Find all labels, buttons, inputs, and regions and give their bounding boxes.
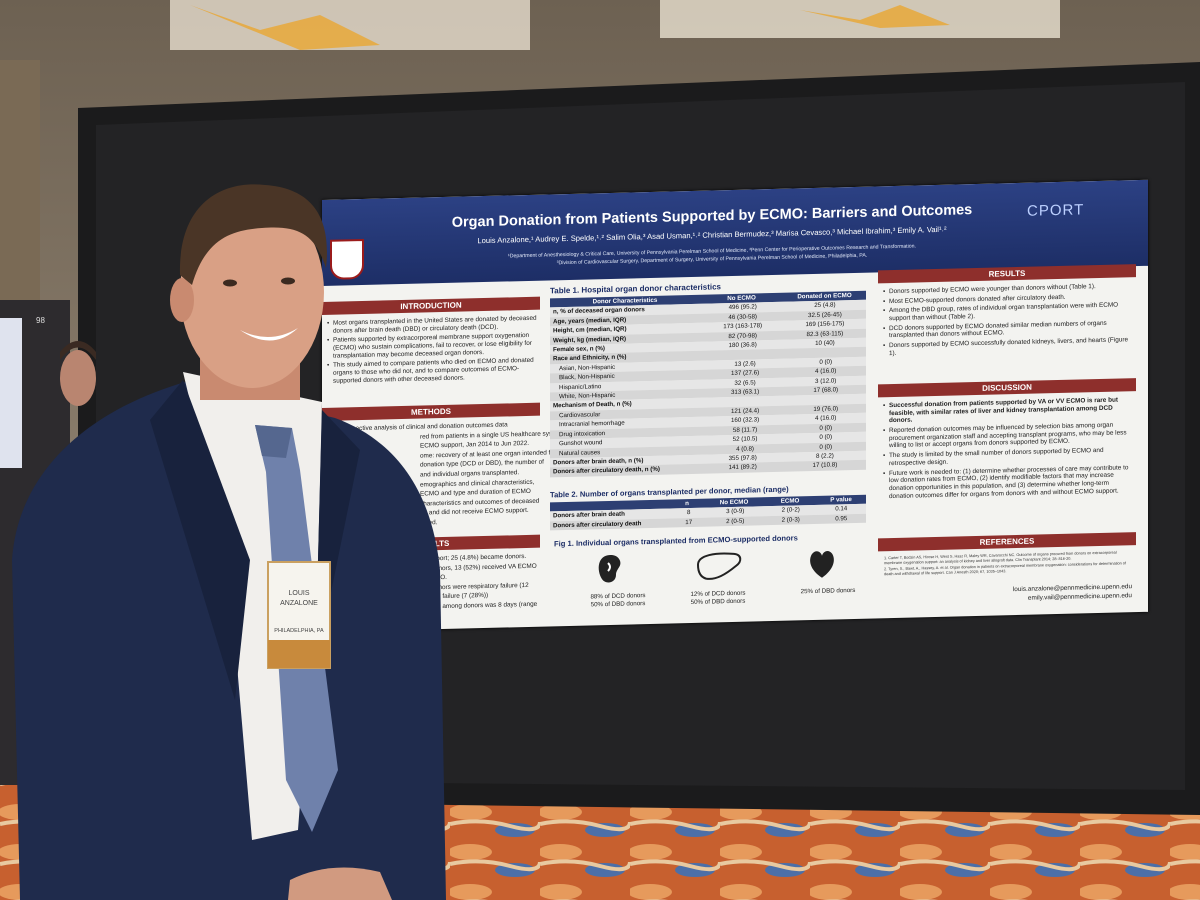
badge-text: ANZALONE bbox=[280, 600, 318, 607]
organ-icon bbox=[810, 551, 834, 578]
decoration bbox=[190, 5, 380, 50]
badge-ribbon bbox=[268, 640, 330, 668]
ceiling-light bbox=[660, 0, 1060, 38]
smile bbox=[240, 328, 298, 341]
bystander-face bbox=[60, 350, 96, 406]
face bbox=[180, 196, 324, 388]
eye bbox=[223, 279, 237, 287]
organ-icon bbox=[696, 552, 742, 580]
badge-text: LOUIS bbox=[288, 590, 309, 597]
lapel bbox=[150, 380, 250, 700]
hair bbox=[179, 184, 327, 285]
board-number: 98 bbox=[36, 316, 45, 325]
eye bbox=[281, 277, 295, 285]
ear bbox=[170, 278, 194, 322]
hands bbox=[288, 867, 392, 900]
badge-text: PHILADELPHIA, PA bbox=[274, 628, 324, 634]
decoration bbox=[800, 5, 950, 28]
wall bbox=[0, 60, 40, 320]
organ-icon bbox=[598, 554, 621, 583]
bystander-hair bbox=[60, 341, 96, 360]
poster: Organ Donation from Patients Supported b… bbox=[322, 179, 1148, 632]
tie-knot bbox=[255, 425, 292, 458]
side-poster bbox=[0, 318, 22, 468]
